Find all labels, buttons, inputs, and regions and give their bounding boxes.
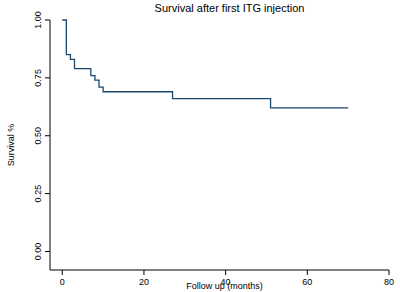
y-tick: [45, 135, 50, 136]
x-tick-label: 20: [139, 277, 149, 287]
x-tick: [307, 270, 308, 275]
y-tick-label: 0.50: [33, 127, 43, 145]
y-tick: [45, 251, 50, 252]
y-tick: [45, 20, 50, 21]
plot-area: [62, 20, 348, 108]
y-axis-label: Survival %: [6, 124, 16, 167]
y-tick: [45, 77, 50, 78]
y-tick: [45, 193, 50, 194]
chart-container: Survival after first ITG injection 0.00 0.…: [0, 0, 400, 292]
survival-line: [62, 20, 348, 108]
background: [0, 0, 400, 292]
y-tick-label: 0.00: [33, 243, 43, 261]
y-tick-label: 1.00: [33, 11, 43, 29]
x-tick-label: 60: [302, 277, 312, 287]
x-tick: [62, 270, 63, 275]
x-tick-label: 0: [60, 277, 65, 287]
title: Survival after first ITG injection: [155, 2, 305, 14]
x-tick: [389, 270, 390, 275]
x-axis: [50, 270, 389, 271]
y-axis: [50, 20, 51, 270]
y-tick-label: 0.75: [33, 69, 43, 87]
x-axis-label: Follow up (months): [186, 281, 263, 291]
x-tick-label: 80: [384, 277, 394, 287]
x-tick: [143, 270, 144, 275]
x-tick: [225, 270, 226, 275]
chart-svg: Survival after first ITG injection 0.00 0.…: [0, 0, 400, 292]
y-tick-label: 0.25: [33, 185, 43, 203]
